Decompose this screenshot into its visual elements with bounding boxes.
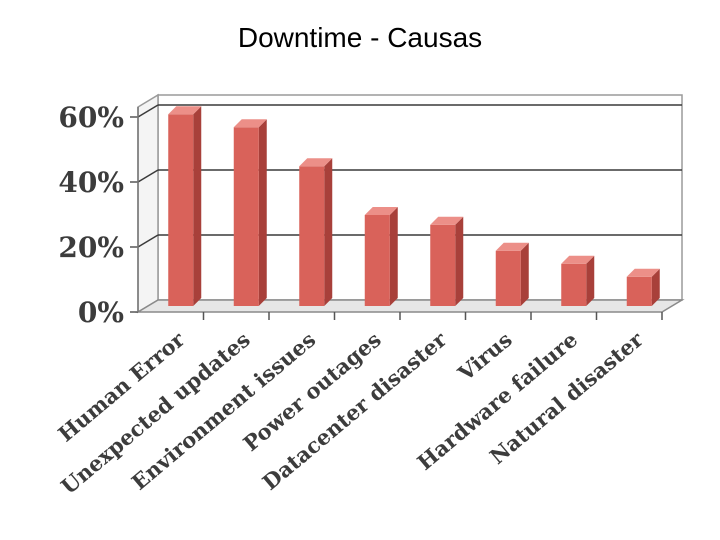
bar-top <box>299 158 333 167</box>
y-tick-label: 20% <box>58 231 124 264</box>
bar-top <box>495 242 529 251</box>
gridline-side <box>137 104 159 118</box>
bar-side <box>651 268 660 306</box>
bar-top <box>561 255 595 264</box>
bar-side <box>586 255 595 306</box>
bar-side <box>389 207 398 306</box>
bar-side <box>258 119 267 306</box>
bar-top <box>626 268 660 277</box>
bar-top <box>364 207 398 215</box>
y-tick-label: 0% <box>78 296 124 329</box>
bar-top <box>168 106 202 115</box>
y-tick-label: 60% <box>58 101 124 134</box>
slide-title: Downtime - Causas <box>237 22 483 53</box>
bar-side <box>455 216 464 306</box>
bar <box>168 114 194 306</box>
chart-floor <box>135 299 685 313</box>
bar <box>364 215 390 306</box>
bar <box>495 250 521 306</box>
bar-side <box>193 106 202 306</box>
bar-top <box>233 119 267 128</box>
chart-side-wall <box>137 93 159 314</box>
bar-side <box>520 242 529 306</box>
bar-side <box>324 158 333 306</box>
gridline-side <box>137 234 159 248</box>
bar <box>299 166 325 306</box>
bar <box>626 276 652 306</box>
bar <box>430 224 456 306</box>
bar-top <box>430 216 464 225</box>
bar <box>561 263 587 306</box>
y-tick-label: 40% <box>58 166 124 199</box>
gridline-side <box>137 169 159 183</box>
bar <box>233 127 259 306</box>
